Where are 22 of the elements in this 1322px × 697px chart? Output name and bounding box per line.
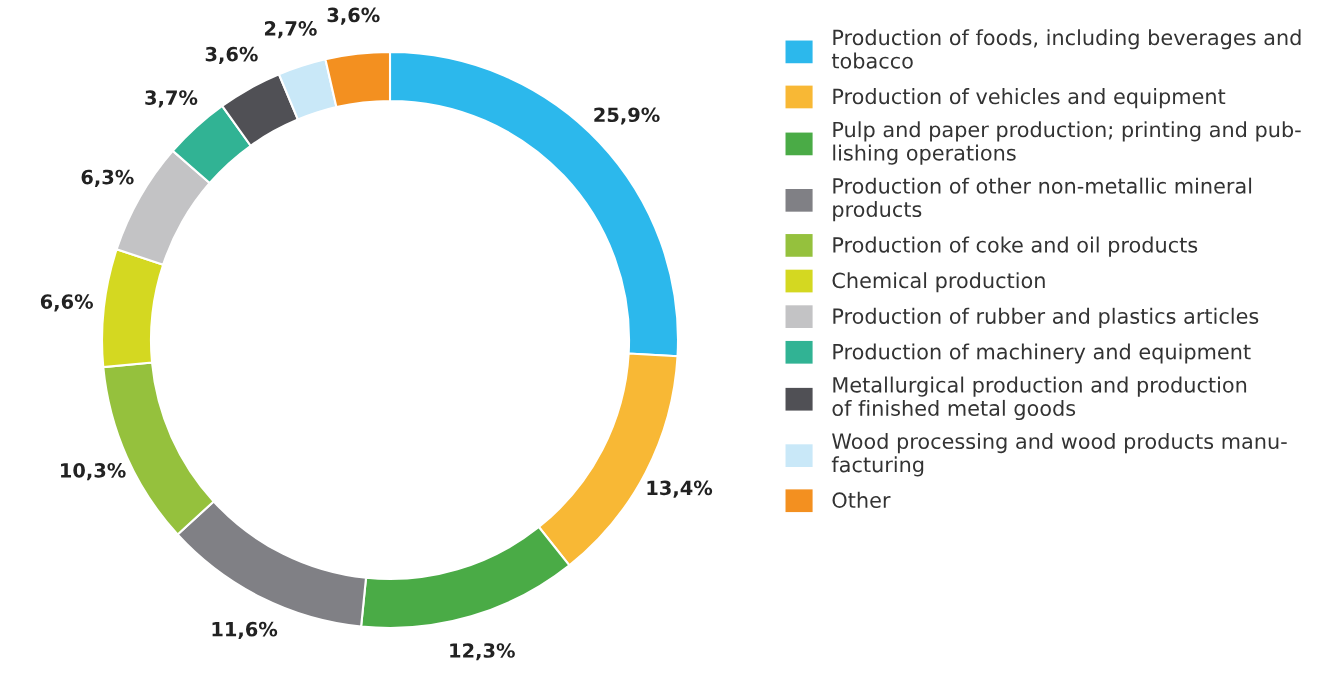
data-label: 3,6% [327,7,380,25]
data-label: 10,3% [61,462,126,481]
legend-label: Metallurgical production and production of finished metal goods [832,376,1247,421]
legend-label: Production of vehicles and equipment [833,88,1226,109]
legend-label: Wood processing and wood products manu- facturing [831,432,1287,477]
data-label: 12,3% [450,643,515,661]
legend-label: Chemical production [832,272,1045,293]
data-label: 25,9% [594,107,660,125]
data-label: 6,6% [40,294,93,312]
data-label: 3,7% [145,90,198,108]
legend-label: Production of machinery and equipment [833,343,1251,364]
legend-label: Other [832,491,891,508]
data-label: 11,6% [212,621,278,640]
data-label: 13,4% [647,480,713,498]
legend-label: Production of coke and oil products [833,236,1198,257]
legend-label: Production of foods, including beverages and tobacco [831,29,1301,69]
data-label: 6,3% [81,169,134,187]
data-label: 3,6% [205,46,258,64]
legend-label: Production of rubber and plastics articles [833,307,1259,328]
legend-label: Pulp and paper production; printing and pub- lishing operations [833,121,1301,165]
legend-label: Production of other non-metallic mineral products [833,177,1252,222]
data-label: 2,7% [264,21,317,39]
